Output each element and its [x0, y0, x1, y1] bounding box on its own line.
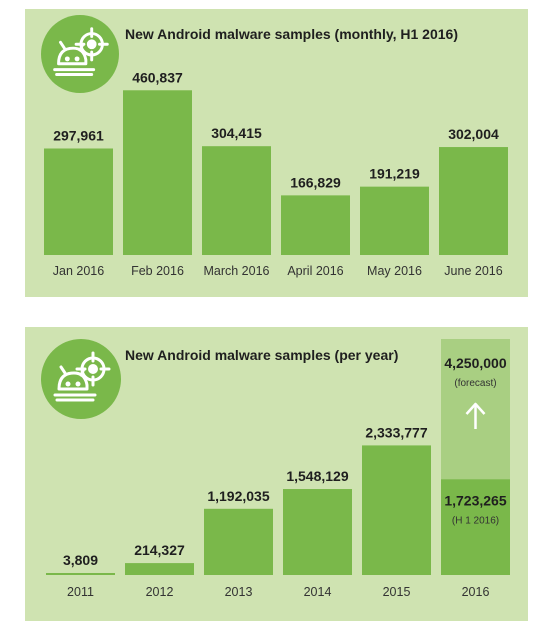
data-label: 297,961 — [53, 127, 104, 143]
x-tick-label: April 2016 — [287, 264, 343, 278]
up-arrow-icon — [465, 402, 486, 415]
data-label: 1,192,035 — [207, 488, 269, 504]
data-label: 460,837 — [132, 69, 183, 85]
yearly-bar-chart: 2011 3,809 2012 214,327 2013 1,192,035 2014 1,5… — [46, 339, 510, 599]
bar — [439, 147, 508, 255]
x-tick-label: 2011 — [67, 585, 94, 599]
robot-crosshair-icon — [41, 15, 119, 93]
bar — [202, 146, 271, 255]
bar — [281, 195, 350, 255]
chart-title: New Android malware samples (monthly, H1… — [125, 26, 458, 42]
data-label: 1,548,129 — [286, 468, 348, 484]
bar — [360, 186, 429, 255]
robot-crosshair-icon — [41, 339, 121, 419]
monthly-bar-chart: 297,961 Jan 2016 460,837 Feb 2016 304,415 Mar… — [44, 69, 508, 278]
data-label: 191,219 — [369, 166, 420, 182]
bar — [44, 148, 113, 255]
x-tick-label: March 2016 — [203, 264, 269, 278]
bar — [46, 573, 115, 575]
x-tick-label: 2012 — [146, 585, 174, 599]
x-tick-label: May 2016 — [367, 264, 422, 278]
data-label: 3,809 — [63, 552, 98, 568]
x-tick-label: Feb 2016 — [131, 264, 184, 278]
data-label: 214,327 — [134, 542, 185, 558]
x-tick-label: Jan 2016 — [53, 264, 104, 278]
bar — [283, 489, 352, 575]
x-tick-label: 2014 — [304, 585, 332, 599]
data-label: 2,333,777 — [365, 424, 427, 440]
chart-title: New Android malware samples (per year) — [125, 347, 399, 363]
bar — [441, 479, 510, 575]
x-tick-label: June 2016 — [444, 264, 502, 278]
bar — [204, 508, 273, 575]
bar — [123, 90, 192, 255]
x-tick-label: 2015 — [383, 585, 411, 599]
data-label: 304,415 — [211, 125, 262, 141]
x-tick-label: 2016 — [462, 585, 490, 599]
data-label: 166,829 — [290, 174, 341, 190]
data-label: 1,723,265 — [444, 492, 506, 508]
bar — [362, 445, 431, 575]
monthly-chart-panel: New Android malware samples (monthly, H1… — [25, 9, 528, 297]
forecast-note: (forecast) — [454, 378, 496, 389]
forecast-label: 4,250,000 — [444, 355, 506, 371]
yearly-chart-panel: New Android malware samples (per year) 2… — [25, 327, 528, 621]
partial-note: (H 1 2016) — [452, 515, 499, 526]
x-tick-label: 2013 — [225, 585, 253, 599]
bar — [125, 563, 194, 575]
data-label: 302,004 — [448, 126, 499, 142]
